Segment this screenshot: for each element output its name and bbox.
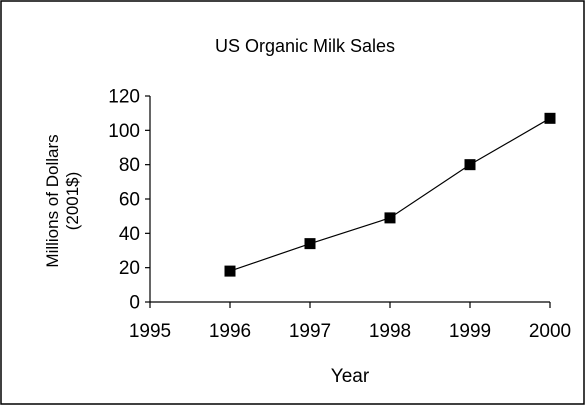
data-point-marker — [544, 112, 556, 124]
data-point-marker — [384, 212, 396, 224]
x-axis-title: Year — [331, 366, 370, 387]
chart-title: US Organic Milk Sales — [215, 36, 395, 56]
y-tick-label: 60 — [119, 190, 140, 211]
y-axis-title-line-1: Millions of Dollars — [43, 134, 62, 267]
y-tick-label: 20 — [119, 258, 140, 279]
y-axis-title: Millions of Dollars (2001$) — [43, 134, 82, 267]
x-tick-label: 1999 — [449, 321, 491, 342]
y-tick-label: 120 — [108, 87, 140, 108]
series-layer — [224, 112, 556, 277]
y-tick-label: 100 — [108, 121, 140, 142]
x-tick-label: 1995 — [129, 321, 171, 342]
data-point-marker — [304, 238, 316, 250]
y-tick-label: 40 — [119, 224, 140, 245]
axes: 0 20 40 60 80 100 120 1995 1996 1997 1998 1999 2000 — [108, 87, 571, 343]
y-tick-label: 80 — [119, 155, 140, 176]
y-tick-label: 0 — [129, 293, 140, 314]
y-axis-title-line-2: (2001$) — [63, 172, 82, 231]
x-tick-label: 2000 — [529, 321, 571, 342]
x-tick-label: 1998 — [369, 321, 411, 342]
x-tick-label: 1996 — [209, 321, 251, 342]
data-point-marker — [464, 159, 476, 171]
data-point-marker — [224, 265, 236, 277]
x-tick-label: 1997 — [289, 321, 331, 342]
